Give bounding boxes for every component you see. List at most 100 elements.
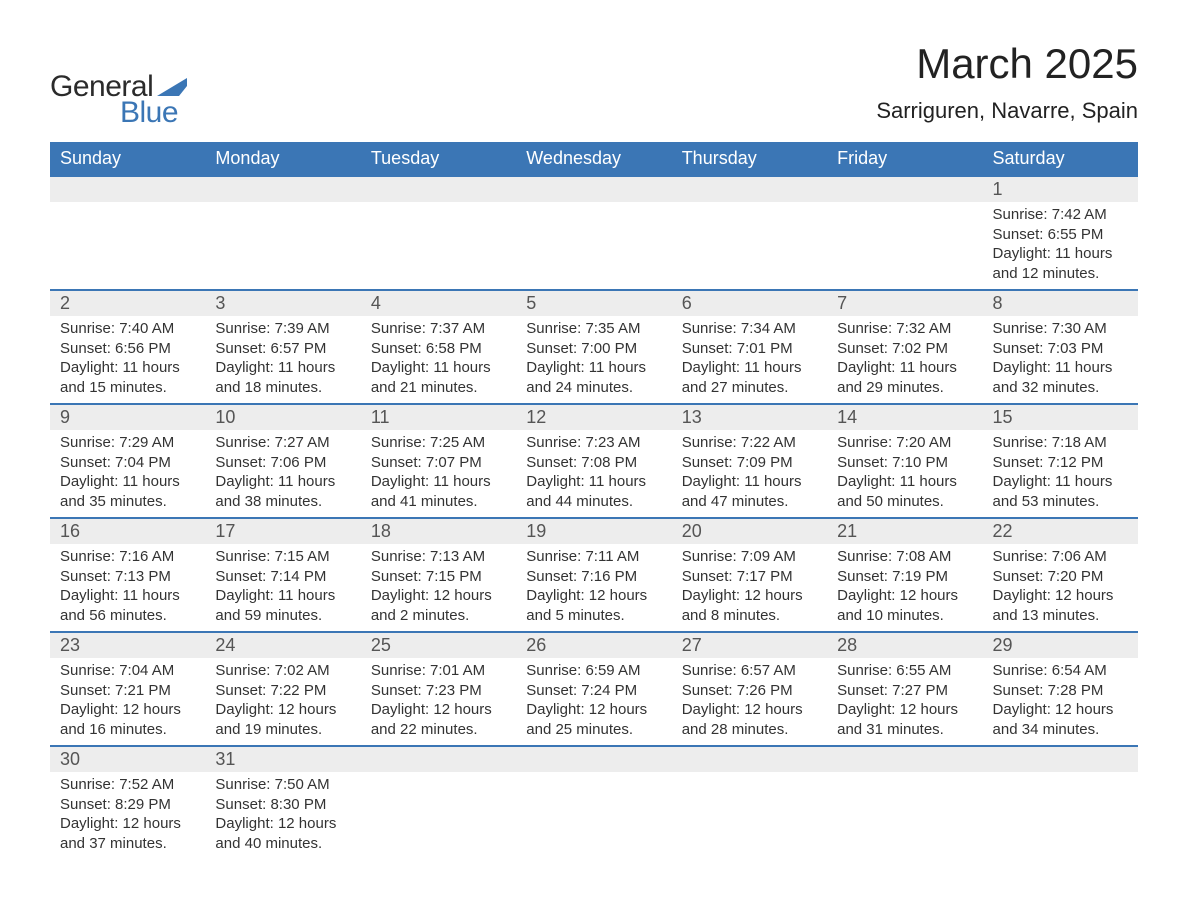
sunrise-text: Sunrise: 6:55 AM [837, 661, 972, 681]
sunset-text: Sunset: 7:17 PM [682, 567, 817, 587]
daynum-cell [50, 176, 205, 202]
day-cell: Sunrise: 7:09 AMSunset: 7:17 PMDaylight:… [672, 544, 827, 632]
daylight-text-1: Daylight: 12 hours [215, 700, 350, 720]
day-number [827, 747, 982, 751]
daylight-text-1: Daylight: 11 hours [682, 358, 817, 378]
day-number: 19 [516, 519, 671, 544]
sunrise-text: Sunrise: 6:59 AM [526, 661, 661, 681]
daynum-cell [516, 176, 671, 202]
daynum-cell [361, 176, 516, 202]
day-number [672, 747, 827, 751]
day-cell [205, 202, 360, 290]
sunrise-text: Sunrise: 7:27 AM [215, 433, 350, 453]
day-number: 7 [827, 291, 982, 316]
day-cell: Sunrise: 6:54 AMSunset: 7:28 PMDaylight:… [983, 658, 1138, 746]
sunrise-text: Sunrise: 7:22 AM [682, 433, 817, 453]
daylight-text-2: and 37 minutes. [60, 834, 195, 854]
day-cell: Sunrise: 7:39 AMSunset: 6:57 PMDaylight:… [205, 316, 360, 404]
daylight-text-2: and 19 minutes. [215, 720, 350, 740]
daynum-cell: 24 [205, 632, 360, 658]
day-number: 8 [983, 291, 1138, 316]
sunrise-text: Sunrise: 6:54 AM [993, 661, 1128, 681]
daynum-cell: 14 [827, 404, 982, 430]
daynum-cell: 5 [516, 290, 671, 316]
daynum-cell: 2 [50, 290, 205, 316]
daylight-text-2: and 18 minutes. [215, 378, 350, 398]
day-number [827, 177, 982, 181]
day-cell: Sunrise: 7:04 AMSunset: 7:21 PMDaylight:… [50, 658, 205, 746]
daynum-row: 1 [50, 176, 1138, 202]
daylight-text-1: Daylight: 11 hours [837, 358, 972, 378]
daynum-cell: 22 [983, 518, 1138, 544]
sunset-text: Sunset: 7:12 PM [993, 453, 1128, 473]
daylight-text-1: Daylight: 12 hours [837, 700, 972, 720]
day-header: Wednesday [516, 142, 671, 176]
data-row: Sunrise: 7:16 AMSunset: 7:13 PM Daylight:… [50, 544, 1138, 632]
daylight-text-1: Daylight: 11 hours [993, 472, 1128, 492]
day-number: 17 [205, 519, 360, 544]
sunrise-text: Sunrise: 7:11 AM [526, 547, 661, 567]
daylight-text-1: Daylight: 12 hours [526, 700, 661, 720]
day-number: 23 [50, 633, 205, 658]
location: Sarriguren, Navarre, Spain [876, 98, 1138, 124]
sunset-text: Sunset: 6:57 PM [215, 339, 350, 359]
sunrise-text: Sunrise: 7:15 AM [215, 547, 350, 567]
daylight-text-1: Daylight: 11 hours [371, 358, 506, 378]
daynum-cell: 28 [827, 632, 982, 658]
day-cell: Sunrise: 7:40 AMSunset: 6:56 PMDaylight:… [50, 316, 205, 404]
sunrise-text: Sunrise: 7:25 AM [371, 433, 506, 453]
daynum-cell: 3 [205, 290, 360, 316]
sunset-text: Sunset: 7:00 PM [526, 339, 661, 359]
daylight-text-1: Daylight: 11 hours [60, 358, 195, 378]
daynum-cell: 1 [983, 176, 1138, 202]
sunrise-text: Sunrise: 7:06 AM [993, 547, 1128, 567]
daylight-text-2: and 47 minutes. [682, 492, 817, 512]
sunset-text: Sunset: 7:14 PM [215, 567, 350, 587]
day-number: 11 [361, 405, 516, 430]
daynum-row: 9101112131415 [50, 404, 1138, 430]
daynum-row: 3031 [50, 746, 1138, 772]
daylight-text-1: Daylight: 11 hours [215, 586, 350, 606]
day-number: 26 [516, 633, 671, 658]
daylight-text-1: Daylight: 12 hours [371, 586, 506, 606]
sunset-text: Sunset: 7:21 PM [60, 681, 195, 701]
day-cell [516, 202, 671, 290]
day-header: Friday [827, 142, 982, 176]
day-number [361, 177, 516, 181]
daylight-text-1: Daylight: 12 hours [526, 586, 661, 606]
day-cell: Sunrise: 7:18 AMSunset: 7:12 PMDaylight:… [983, 430, 1138, 518]
sunset-text: Sunset: 6:58 PM [371, 339, 506, 359]
daylight-text-2: and 50 minutes. [837, 492, 972, 512]
daylight-text-1: Daylight: 12 hours [60, 814, 195, 834]
day-number [983, 747, 1138, 751]
day-number: 12 [516, 405, 671, 430]
sunrise-text: Sunrise: 7:13 AM [371, 547, 506, 567]
daynum-row: 2345678 [50, 290, 1138, 316]
daylight-text-1: Daylight: 12 hours [682, 700, 817, 720]
data-row: Sunrise: 7:40 AMSunset: 6:56 PMDaylight:… [50, 316, 1138, 404]
daylight-text-1: Daylight: 12 hours [837, 586, 972, 606]
daylight-text-2: and 44 minutes. [526, 492, 661, 512]
day-header-row: Sunday Monday Tuesday Wednesday Thursday… [50, 142, 1138, 176]
day-number: 30 [50, 747, 205, 772]
day-cell: Sunrise: 6:55 AMSunset: 7:27 PMDaylight:… [827, 658, 982, 746]
day-number: 14 [827, 405, 982, 430]
day-number: 22 [983, 519, 1138, 544]
day-cell: Sunrise: 7:30 AMSunset: 7:03 PMDaylight:… [983, 316, 1138, 404]
page-header: General Blue March 2025 Sarriguren, Nava… [50, 40, 1138, 130]
sunrise-text: Sunrise: 7:52 AM [60, 775, 195, 795]
day-cell [672, 202, 827, 290]
sunset-text: Sunset: 7:13 PM [60, 567, 195, 587]
daynum-cell: 23 [50, 632, 205, 658]
daylight-text-2: and 15 minutes. [60, 378, 195, 398]
daylight-text-1: Daylight: 12 hours [215, 814, 350, 834]
day-cell: Sunrise: 7:01 AMSunset: 7:23 PMDaylight:… [361, 658, 516, 746]
day-cell: Sunrise: 7:52 AMSunset: 8:29 PMDaylight:… [50, 772, 205, 859]
sunrise-text: Sunrise: 7:40 AM [60, 319, 195, 339]
sunrise-text: Sunrise: 7:20 AM [837, 433, 972, 453]
day-cell: Sunrise: 7:22 AMSunset: 7:09 PMDaylight:… [672, 430, 827, 518]
daylight-text-2: and 35 minutes. [60, 492, 195, 512]
sunrise-text: Sunrise: 7:18 AM [993, 433, 1128, 453]
sunrise-text: Sunrise: 7:16 AM [60, 547, 195, 567]
daylight-text-1: Daylight: 12 hours [371, 700, 506, 720]
